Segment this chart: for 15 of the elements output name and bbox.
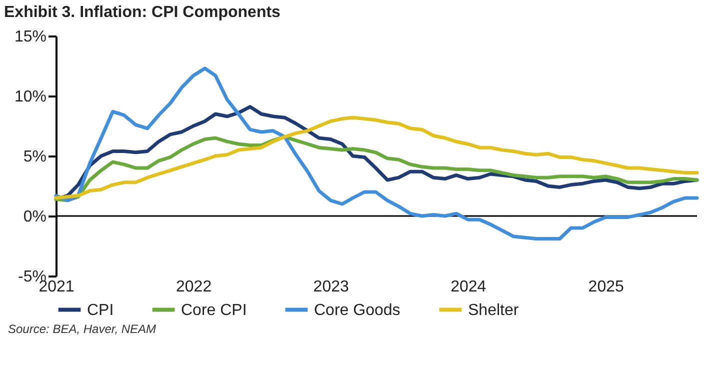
legend-label: Core Goods — [314, 302, 400, 319]
legend-label: Shelter — [468, 302, 520, 319]
legend-label: Core CPI — [181, 302, 247, 319]
y-tick-label: 10% — [14, 88, 46, 106]
y-tick-label: 0% — [23, 208, 46, 226]
y-tick-label: 15% — [14, 28, 46, 46]
line-series — [54, 135, 699, 202]
x-tick-label: 2023 — [313, 278, 350, 296]
source-note: Source: BEA, Haver, NEAM — [7, 322, 158, 336]
x-tick-label: 2024 — [450, 278, 486, 296]
y-tick-label: 5% — [23, 148, 46, 166]
x-tick-label: 2025 — [588, 278, 624, 296]
x-tick-label: 2022 — [176, 278, 212, 296]
chart-title: Exhibit 3. Inflation: CPI Components — [4, 4, 281, 21]
legend-label: CPI — [87, 302, 114, 319]
